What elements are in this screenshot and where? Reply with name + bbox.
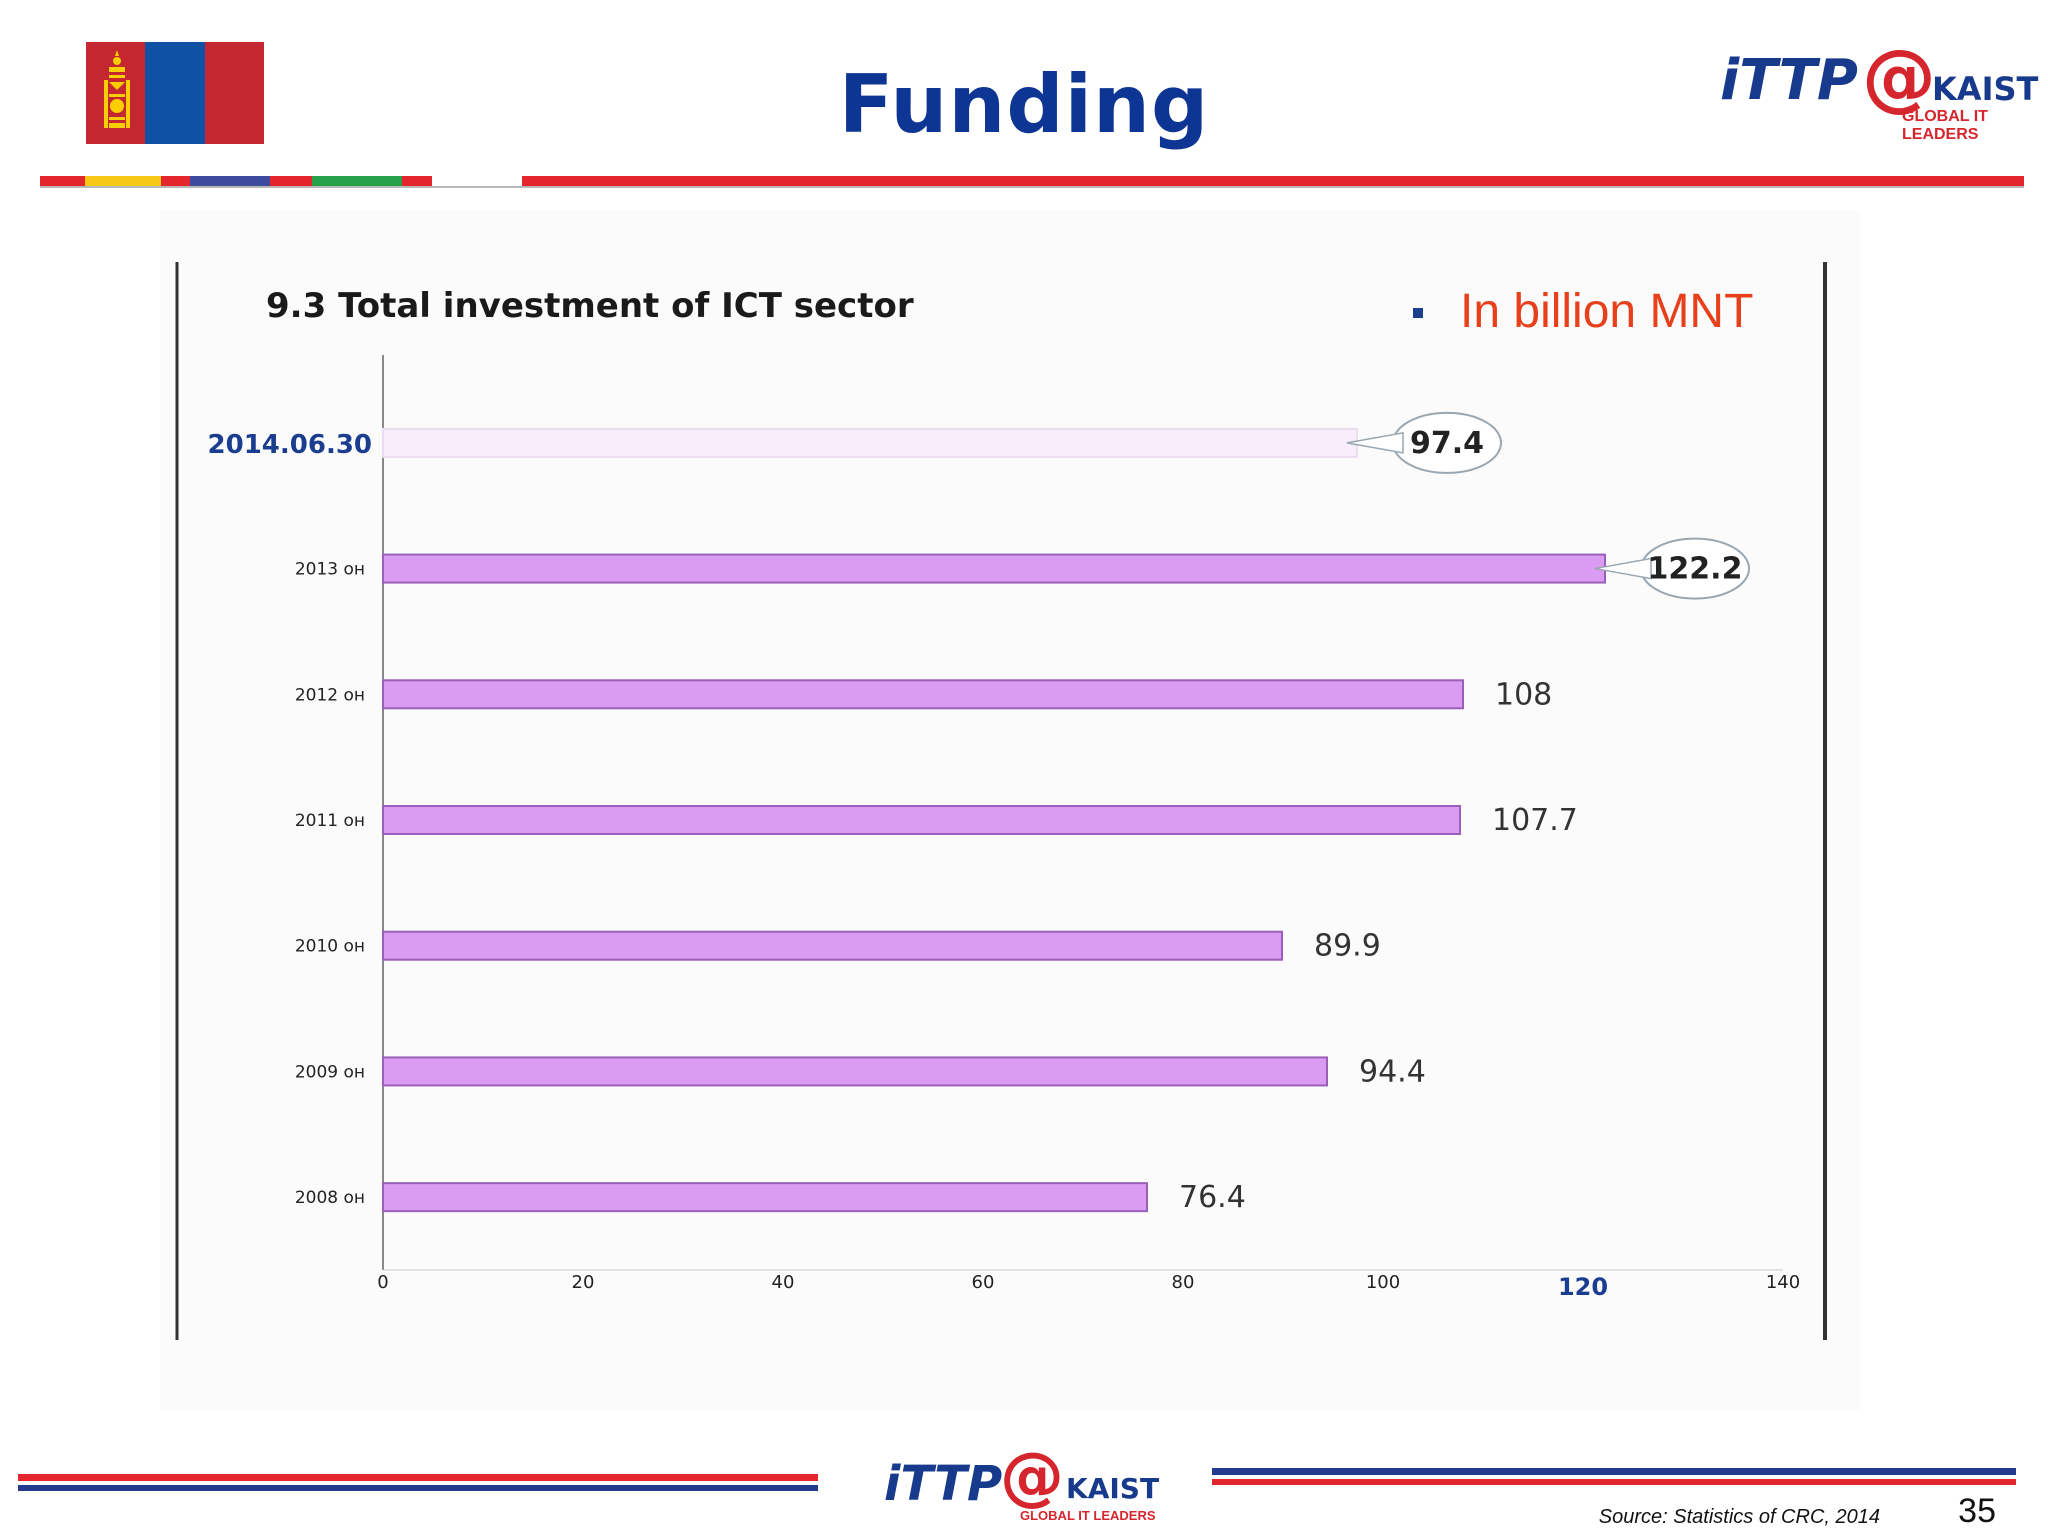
- value-label: 122.2: [1648, 552, 1743, 587]
- ittp-kaist-logo-top: iTTP @ KAIST GLOBAL IT LEADERS: [1720, 28, 2040, 143]
- value-label: 108: [1495, 677, 1552, 712]
- category-label: 2011 он: [295, 811, 365, 831]
- flag-stripe-left: [86, 42, 146, 144]
- bar: [382, 930, 1283, 961]
- category-label: 2009 он: [295, 1062, 365, 1082]
- logo-at-icon: @: [1000, 1440, 1064, 1514]
- flag-stripe-middle: [145, 42, 205, 144]
- callout-pointer: [1594, 557, 1652, 580]
- bar: [382, 553, 1606, 584]
- value-label: 89.9: [1314, 929, 1381, 964]
- unit-note: In billion MNT: [1460, 285, 1754, 338]
- x-tick-label: 0: [377, 1272, 388, 1293]
- x-tick-label: 120: [1558, 1273, 1608, 1301]
- x-tick-label: 60: [972, 1272, 995, 1293]
- logo-brand: iTTP: [1720, 48, 1858, 113]
- x-tick-label: 140: [1766, 1272, 1800, 1293]
- page-number: 35: [1958, 1492, 1996, 1530]
- bar: [382, 805, 1461, 835]
- bar: [382, 427, 1358, 458]
- logo-at-icon: @: [1862, 34, 1936, 120]
- value-label: 107.7: [1492, 803, 1578, 838]
- bottom-divider-right: [1212, 1468, 2016, 1485]
- bar: [382, 1056, 1328, 1087]
- slide-title: Funding: [838, 58, 1210, 151]
- ittp-kaist-logo-bottom: iTTP @ KAIST GLOBAL IT LEADERS: [884, 1432, 1174, 1523]
- logo-tagline: GLOBAL IT LEADERS: [1020, 1508, 1156, 1523]
- mongolia-flag: [86, 42, 264, 144]
- x-tick-label: 80: [1172, 1272, 1195, 1293]
- source-note: Source: Statistics of CRC, 2014: [1598, 1506, 1880, 1528]
- x-tick-label: 20: [572, 1272, 595, 1293]
- logo-partner: KAIST: [1932, 70, 2039, 108]
- investment-bar-chart: 0 20 40 60 80 100 120 140 2014.06.30 97.4 2013 он 1…: [175, 262, 1827, 1340]
- x-tick-label: 100: [1366, 1272, 1400, 1293]
- top-divider: [40, 176, 2024, 188]
- unit-bullet-icon: [1413, 308, 1423, 318]
- chart-title: 9.3 Total investment of ICT sector: [266, 286, 914, 326]
- logo-tagline: GLOBAL IT LEADERS: [1902, 108, 1988, 143]
- value-label: 94.4: [1359, 1054, 1426, 1089]
- bar: [382, 679, 1464, 710]
- value-label: 76.4: [1179, 1180, 1246, 1215]
- soyombo-symbol-icon: [104, 50, 130, 128]
- callout-pointer: [1346, 431, 1404, 454]
- logo-brand: iTTP: [884, 1456, 1003, 1512]
- logo-partner: KAIST: [1066, 1472, 1160, 1505]
- category-label: 2014.06.30: [208, 430, 372, 460]
- category-label: 2010 он: [295, 937, 365, 957]
- flag-stripe-right: [204, 42, 264, 144]
- category-label: 2012 он: [295, 685, 365, 705]
- category-label: 2013 он: [295, 560, 365, 580]
- bottom-divider-left: [18, 1474, 818, 1491]
- value-label: 97.4: [1410, 426, 1484, 461]
- category-label: 2008 он: [295, 1188, 365, 1208]
- chart-image: 0 20 40 60 80 100 120 140 2014.06.30 97.4 2013 он 1…: [160, 210, 1860, 1410]
- x-tick-label: 40: [772, 1272, 795, 1293]
- bar: [382, 1182, 1148, 1213]
